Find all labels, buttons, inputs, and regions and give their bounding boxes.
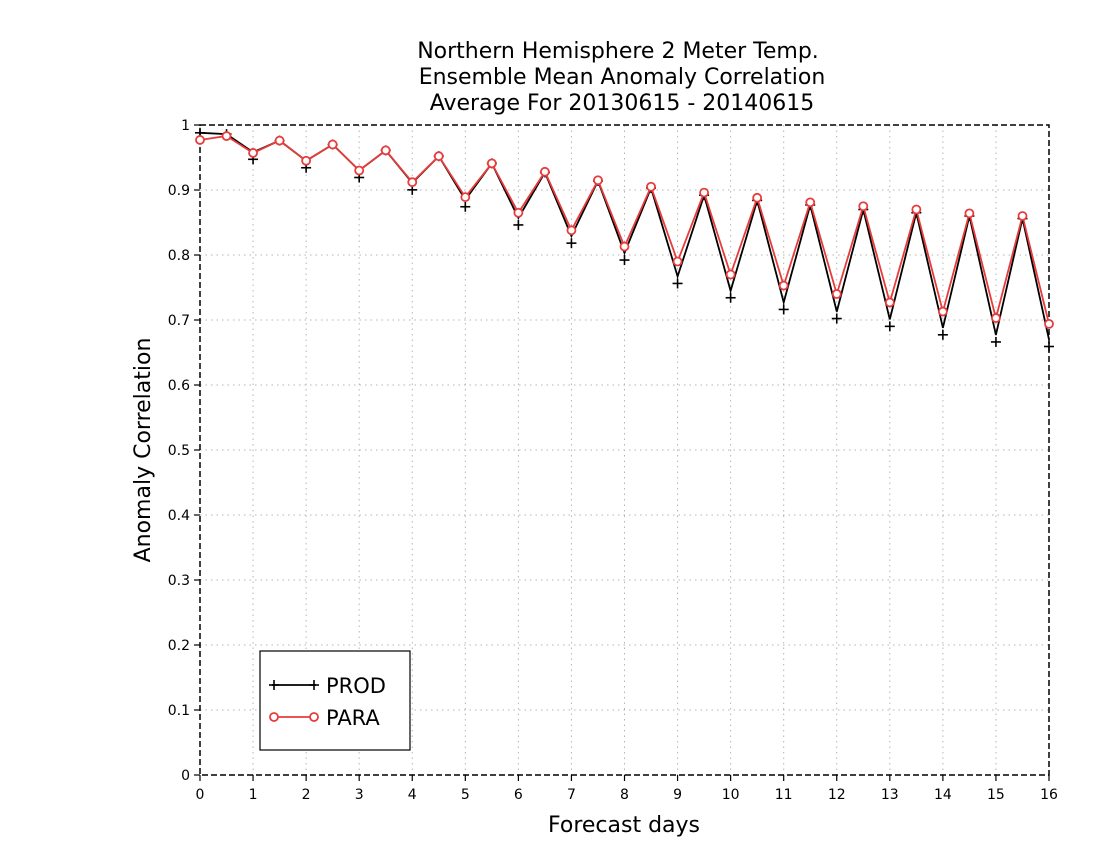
para-point-marker xyxy=(513,207,524,218)
axis-ticks: 0 1 2 3 4 5 6 7 8 9 10 11 12 13 14 15 1600.10.20.30.40.5… xyxy=(168,118,1058,803)
legend-items: PROD PARA xyxy=(269,674,386,730)
para-point-marker xyxy=(778,280,789,291)
para-point-marker xyxy=(309,712,319,722)
y-tick-label: 0.6 xyxy=(168,378,190,394)
para-point-marker xyxy=(327,139,338,150)
series-layer xyxy=(195,127,1054,352)
x-tick-label: 2 xyxy=(302,787,311,803)
para-point-marker xyxy=(884,297,895,308)
para-point-marker xyxy=(354,165,365,176)
x-axis-label: Forecast days xyxy=(548,813,700,838)
para-point-marker xyxy=(380,145,391,156)
para-point-marker xyxy=(195,135,205,145)
para-point-marker xyxy=(725,269,736,280)
para-point-marker xyxy=(752,192,763,203)
para-point-marker xyxy=(460,192,471,203)
para-point-marker xyxy=(699,187,709,198)
y-tick-label: 0 xyxy=(181,768,190,784)
para-point-marker xyxy=(486,158,497,169)
y-tick-label: 0.7 xyxy=(168,313,190,329)
para-point-marker xyxy=(221,131,232,141)
para-point-marker xyxy=(433,151,444,162)
para-point-marker xyxy=(274,135,285,146)
title-line-3: Average For 20130615 - 20140615 xyxy=(430,91,815,116)
para-point-marker xyxy=(301,155,312,166)
x-tick-label: 15 xyxy=(987,787,1005,803)
series-points-para xyxy=(195,131,1054,329)
para-point-marker xyxy=(964,208,975,219)
para-point-marker xyxy=(858,201,869,212)
para-point-marker xyxy=(407,177,418,188)
y-tick-label: 0.4 xyxy=(168,508,190,524)
y-tick-label: 0.5 xyxy=(168,443,190,459)
para-point-marker xyxy=(269,712,279,722)
y-tick-label: 1 xyxy=(181,118,190,134)
para-point-marker xyxy=(831,289,842,299)
grid xyxy=(200,125,1049,775)
x-tick-label: 11 xyxy=(775,787,793,803)
y-tick-label: 0.1 xyxy=(168,703,190,719)
x-tick-label: 4 xyxy=(408,787,417,803)
title-line-2: Ensemble Mean Anomaly Correlation xyxy=(419,65,826,90)
y-axis-label: Anomaly Correlation xyxy=(131,338,156,563)
para-point-marker xyxy=(911,204,922,215)
para-point-marker xyxy=(1044,318,1054,329)
para-point-marker xyxy=(619,241,630,252)
para-point-marker xyxy=(991,313,1001,323)
x-tick-label: 10 xyxy=(722,787,740,803)
para-point-marker xyxy=(540,166,550,177)
para-point-marker xyxy=(248,148,258,158)
y-tick-label: 0.3 xyxy=(168,573,190,589)
x-tick-label: 5 xyxy=(461,787,470,803)
x-tick-label: 12 xyxy=(828,787,846,803)
y-tick-label: 0.8 xyxy=(168,248,190,264)
para-point-marker xyxy=(1017,211,1028,221)
x-tick-label: 13 xyxy=(881,787,899,803)
legend-label-para: PARA xyxy=(326,706,380,730)
legend-label-prod: PROD xyxy=(326,674,386,698)
para-point-marker xyxy=(566,225,577,236)
x-tick-label: 16 xyxy=(1040,787,1058,803)
para-point-marker xyxy=(646,181,656,192)
title-line-1: Northern Hemisphere 2 Meter Temp. xyxy=(417,39,819,64)
x-tick-label: 7 xyxy=(567,787,576,803)
x-tick-label: 6 xyxy=(514,787,523,803)
para-point-marker xyxy=(805,197,816,208)
para-point-marker xyxy=(937,306,948,317)
x-tick-label: 14 xyxy=(934,787,952,803)
x-tick-label: 3 xyxy=(355,787,364,803)
para-point-marker xyxy=(593,175,603,186)
chart-title: Northern Hemisphere 2 Meter Temp. Ensemb… xyxy=(417,39,825,116)
legend-box xyxy=(259,650,411,751)
para-point-marker xyxy=(672,256,683,267)
x-tick-label: 9 xyxy=(673,787,682,803)
x-tick-label: 0 xyxy=(196,787,205,803)
x-tick-label: 8 xyxy=(620,787,629,803)
x-tick-label: 1 xyxy=(249,787,258,803)
legend: PROD PARA xyxy=(259,650,411,751)
y-tick-label: 0.2 xyxy=(168,638,190,654)
y-tick-label: 0.9 xyxy=(168,183,190,199)
